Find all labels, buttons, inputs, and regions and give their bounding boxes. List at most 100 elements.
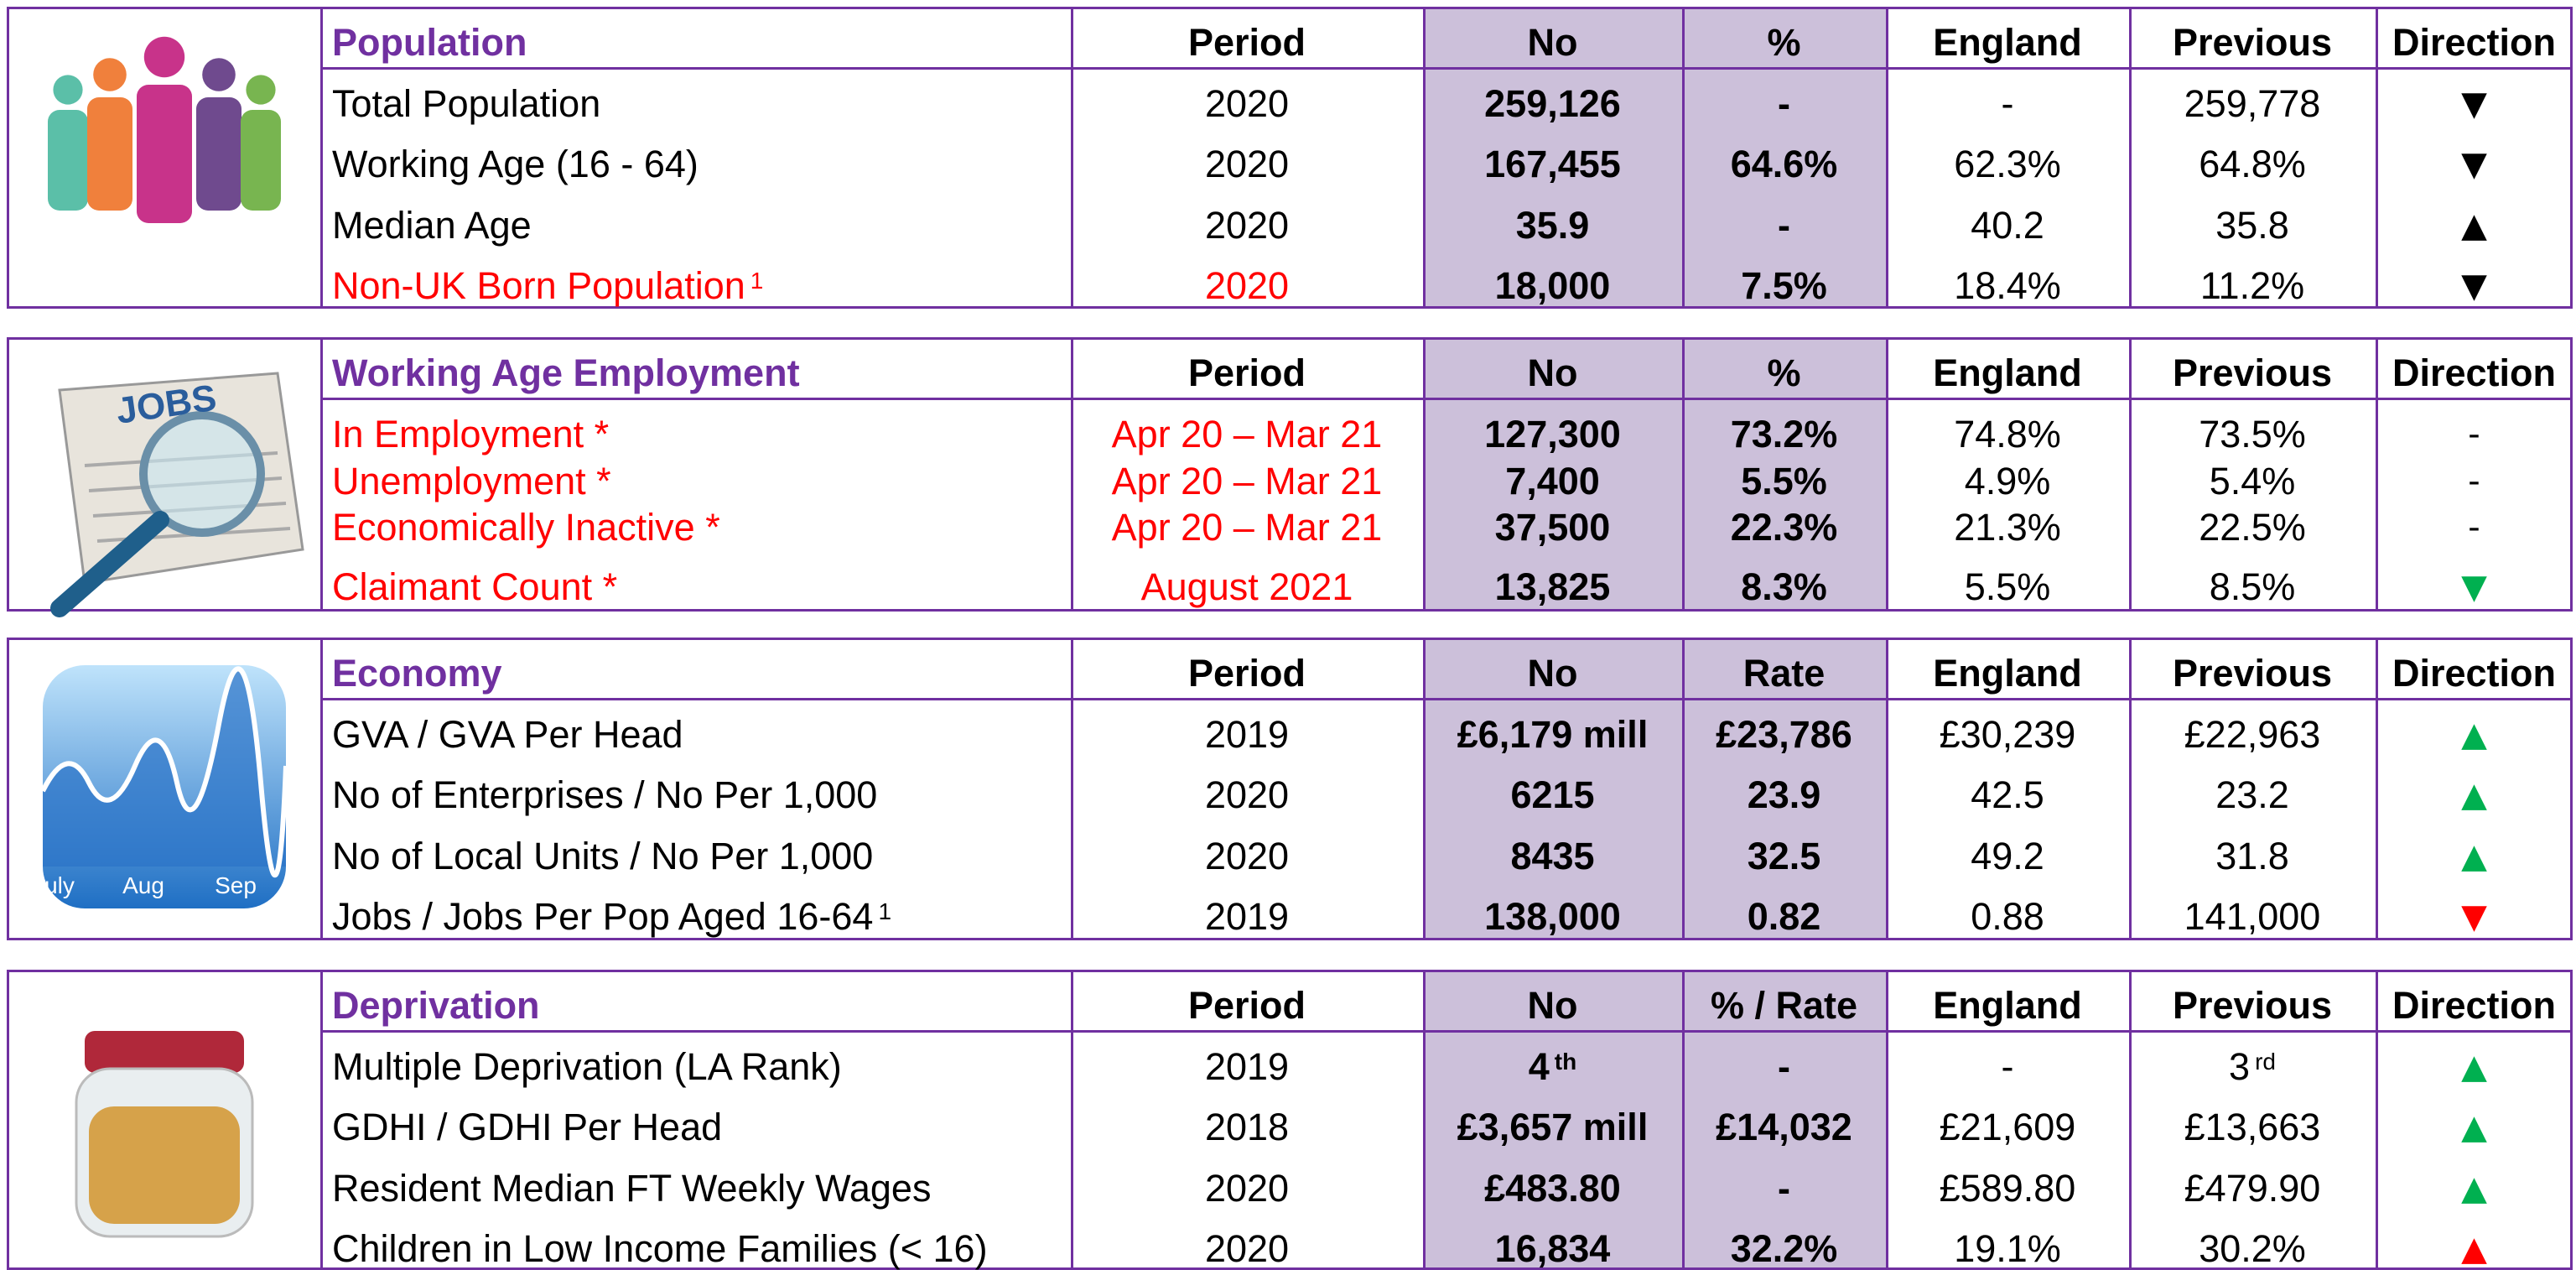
value-cell: Apr 20 – Mar 21	[1071, 407, 1423, 462]
value-cell: 11.2%	[2129, 258, 2376, 314]
value-text: ▼	[2461, 145, 2487, 184]
value-text: 23.9	[1747, 773, 1821, 816]
value-text: £13,663	[2184, 1106, 2321, 1148]
value-cell: 7.5%	[1682, 258, 1886, 314]
header-text: Direction	[2392, 351, 2557, 394]
column-line	[320, 337, 323, 612]
value-text: -	[2468, 508, 2480, 547]
person-body	[241, 110, 281, 211]
value-cell: 73.5%	[2129, 407, 2376, 462]
direction: ▼	[2376, 76, 2573, 132]
row-label: Non-UK Born Population 1	[320, 258, 1071, 314]
row-label: Children in Low Income Families (< 16)	[320, 1221, 1071, 1270]
value-cell: 35.9	[1423, 198, 1682, 253]
value-cell: 32.5	[1682, 829, 1886, 884]
value-text: 2020	[1204, 835, 1290, 877]
ordinal-text: rd	[2255, 1049, 2276, 1075]
label-text: Multiple Deprivation (LA Rank)	[332, 1045, 842, 1088]
direction: -	[2376, 407, 2573, 462]
column-line	[1423, 970, 1426, 1270]
value-text: 4	[1528, 1045, 1550, 1088]
value-text: 73.2%	[1730, 413, 1838, 455]
section-border	[7, 638, 2573, 940]
value-text: 5.5%	[1741, 460, 1827, 502]
value-cell: 2020	[1071, 137, 1423, 192]
direction: ▼	[2376, 137, 2573, 192]
column-header: Direction	[2376, 978, 2573, 1033]
value-cell: 4.9%	[1886, 454, 2129, 509]
value-text: -	[2468, 415, 2480, 454]
header-text: Direction	[2392, 21, 2557, 64]
column-line	[1682, 7, 1685, 309]
value-text: 2020	[1204, 1167, 1290, 1210]
direction: ▼	[2376, 889, 2573, 945]
value-cell: £589.80	[1886, 1161, 2129, 1216]
value-cell: 2020	[1071, 198, 1423, 253]
column-header: No	[1423, 346, 1682, 401]
person-body	[137, 85, 192, 223]
value-text: 2020	[1204, 82, 1290, 125]
value-text: 2020	[1204, 1227, 1290, 1270]
value-cell: £30,239	[1886, 707, 2129, 763]
value-text: 7,400	[1505, 460, 1600, 502]
column-header: No	[1423, 15, 1682, 70]
value-cell: 138,000	[1423, 889, 1682, 945]
value-cell: 13,825	[1423, 560, 1682, 615]
column-line	[1071, 7, 1073, 309]
header-text: %	[1767, 351, 1801, 394]
row-label: Working Age (16 - 64)	[320, 137, 1071, 192]
label-text: Resident Median FT Weekly Wages	[332, 1167, 932, 1210]
ordinal: rd	[2255, 1049, 2276, 1075]
value-text: 16,834	[1494, 1227, 1611, 1270]
column-header: Period	[1071, 978, 1423, 1033]
magnifier-handle	[50, 511, 169, 617]
value-cell: 42.5	[1886, 768, 2129, 823]
shaded-column	[1682, 337, 1886, 612]
footnote-text: 1	[878, 898, 892, 924]
ordinal: th	[1555, 1049, 1576, 1075]
person-head	[202, 58, 236, 91]
value-cell: -	[1886, 76, 2129, 132]
value-text: ▲	[2461, 1108, 2487, 1147]
direction: ▲	[2376, 198, 2573, 253]
value-cell: 2020	[1071, 258, 1423, 314]
value-cell: 2019	[1071, 1039, 1423, 1095]
header-text: Previous	[2172, 21, 2333, 64]
label-text: GDHI / GDHI Per Head	[332, 1106, 723, 1148]
value-cell: £483.80	[1423, 1161, 1682, 1216]
value-text: 35.9	[1515, 204, 1590, 247]
shaded-column	[1423, 970, 1682, 1270]
value-cell: 5.5%	[1886, 560, 2129, 615]
label-text: Children in Low Income Families (< 16)	[332, 1227, 988, 1270]
row-label: Unemployment *	[320, 454, 1071, 509]
shaded-column	[1423, 337, 1682, 612]
direction: -	[2376, 454, 2573, 509]
icon: JOBS	[50, 372, 304, 617]
magnifier	[139, 411, 265, 537]
value-cell: £23,786	[1682, 707, 1886, 763]
footnote-mark: 1	[750, 268, 764, 294]
header-text: Period	[1187, 652, 1306, 695]
value-cell: 21.3%	[1886, 500, 2129, 555]
value-cell: 23.2	[2129, 768, 2376, 823]
row-label: No of Enterprises / No Per 1,000	[320, 768, 1071, 823]
column-line	[1682, 638, 1685, 940]
value-cell: 2020	[1071, 829, 1423, 884]
column-line	[1071, 638, 1073, 940]
label-text: Total Population	[332, 82, 601, 125]
direction: ▲	[2376, 829, 2573, 884]
header-text: England	[1933, 652, 2082, 695]
value-text: ▲	[2461, 1230, 2487, 1268]
value-text: ▼	[2461, 568, 2487, 606]
person-body	[196, 97, 242, 211]
value-cell: 8.5%	[2129, 560, 2376, 615]
value-cell: £3,657 mill	[1423, 1100, 1682, 1155]
value-text: 0.82	[1747, 895, 1821, 938]
value-text: 2019	[1204, 713, 1290, 756]
value-text: 8.3%	[1741, 565, 1827, 608]
value-cell: 5.5%	[1682, 454, 1886, 509]
value-text: 64.8%	[2199, 143, 2306, 185]
column-line	[1886, 970, 1888, 1270]
value-cell: 32.2%	[1682, 1221, 1886, 1270]
